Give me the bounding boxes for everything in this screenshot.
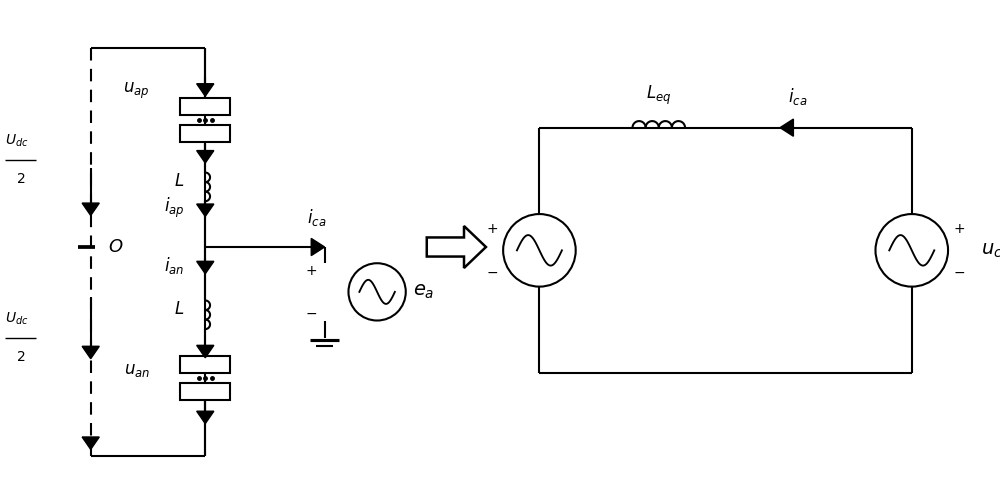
Text: $+$: $+$ [953,222,966,236]
Text: $e_a$: $e_a$ [413,283,435,301]
Text: $L$: $L$ [174,172,184,190]
Text: $-$: $-$ [305,305,317,320]
Text: $U_{dc}$: $U_{dc}$ [5,310,29,327]
Polygon shape [82,346,99,359]
Text: $O$: $O$ [108,238,123,256]
Text: $i_{ca}$: $i_{ca}$ [788,85,807,107]
Bar [180,356,230,373]
Text: $i_{an}$: $i_{an}$ [164,254,184,276]
Polygon shape [311,239,325,255]
Text: $u_{an}$: $u_{an}$ [124,361,150,379]
Text: $u_{ap}$: $u_{ap}$ [123,82,150,101]
Text: $U_{dc}$: $U_{dc}$ [5,133,29,149]
Polygon shape [197,261,214,274]
Polygon shape [197,345,214,358]
Bar [180,125,230,142]
Text: $L_{eq}$: $L_{eq}$ [646,83,671,107]
Polygon shape [197,204,214,216]
Polygon shape [197,84,214,96]
Text: $i_{ap}$: $i_{ap}$ [164,196,184,220]
Bar [180,382,230,400]
Polygon shape [197,151,214,163]
Text: $+$: $+$ [486,222,498,236]
Text: $-$: $-$ [953,265,966,279]
Bar [180,98,230,115]
Polygon shape [427,226,486,268]
Text: $-$: $-$ [486,265,498,279]
Text: $L$: $L$ [174,300,184,318]
Polygon shape [82,203,99,215]
Text: $e_a$: $e_a$ [447,241,468,260]
Text: $+$: $+$ [305,264,317,278]
Text: $2$: $2$ [16,172,26,186]
Polygon shape [197,411,214,424]
Text: $2$: $2$ [16,350,26,364]
Text: $i_{ca}$: $i_{ca}$ [307,207,327,228]
Polygon shape [82,437,99,450]
Text: $u_{ca}$: $u_{ca}$ [981,241,1000,260]
Polygon shape [780,119,793,136]
